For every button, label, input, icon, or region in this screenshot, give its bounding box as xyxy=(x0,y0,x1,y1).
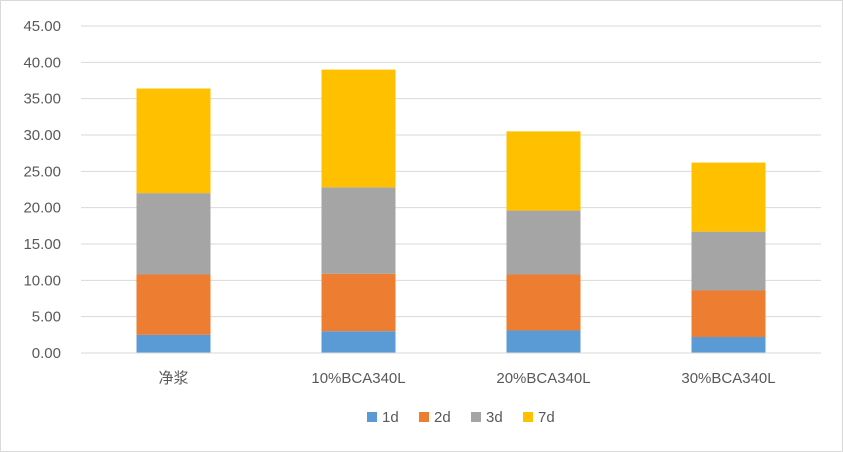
bar-segment-2d-1 xyxy=(136,274,211,335)
bar-segment-1d-1 xyxy=(136,334,211,353)
y-tick-label: 35.00 xyxy=(23,91,61,108)
bar-segment-7d-4 xyxy=(691,162,766,232)
legend-swatch-2d xyxy=(419,412,429,422)
category-label: 10%BCA340L xyxy=(311,370,405,387)
bar-segment-7d-3 xyxy=(506,131,581,211)
y-axis-tick-labels: 0.00 5.00 10.00 15.00 20.00 25.00 30.00 35.00 40… xyxy=(23,18,61,362)
category-label: 30%BCA340L xyxy=(681,370,775,387)
y-tick-label: 0.00 xyxy=(32,345,61,362)
y-tick-label: 15.00 xyxy=(23,236,61,253)
y-tick-label: 25.00 xyxy=(23,163,61,180)
bar-segment-2d-4 xyxy=(691,290,766,338)
legend-label-2d: 2d xyxy=(434,409,451,426)
y-tick-label: 40.00 xyxy=(23,54,61,71)
bar-segment-3d-2 xyxy=(321,187,396,274)
legend-swatch-3d xyxy=(471,412,481,422)
legend-swatch-7d xyxy=(523,412,533,422)
bar-segment-3d-3 xyxy=(506,210,581,275)
legend-label-7d: 7d xyxy=(538,409,555,426)
y-tick-label: 45.00 xyxy=(23,18,61,35)
bar-segment-1d-2 xyxy=(321,331,396,353)
legend-swatch-1d xyxy=(367,412,377,422)
bar-segment-3d-4 xyxy=(691,231,766,291)
y-tick-label: 20.00 xyxy=(23,200,61,217)
bar-segment-7d-1 xyxy=(136,88,211,194)
bar-segment-7d-2 xyxy=(321,69,396,188)
y-tick-label: 10.00 xyxy=(23,272,61,289)
category-labels: 净浆 10%BCA340L 20%BCA340L 30%BCA340L xyxy=(158,369,775,387)
bar-segment-2d-3 xyxy=(506,274,581,331)
category-label: 净浆 xyxy=(158,369,188,387)
bar-segment-1d-3 xyxy=(506,330,581,353)
legend-label-1d: 1d xyxy=(382,409,399,426)
legend: 1d 2d 3d 7d xyxy=(367,409,555,426)
bar-segment-2d-2 xyxy=(321,273,396,332)
bar-segment-1d-4 xyxy=(691,337,766,353)
bars xyxy=(136,69,766,353)
bar-segment-3d-1 xyxy=(136,193,211,275)
category-label: 20%BCA340L xyxy=(496,370,590,387)
legend-label-3d: 3d xyxy=(486,409,503,426)
y-tick-label: 30.00 xyxy=(23,127,61,144)
y-tick-label: 5.00 xyxy=(32,309,61,326)
